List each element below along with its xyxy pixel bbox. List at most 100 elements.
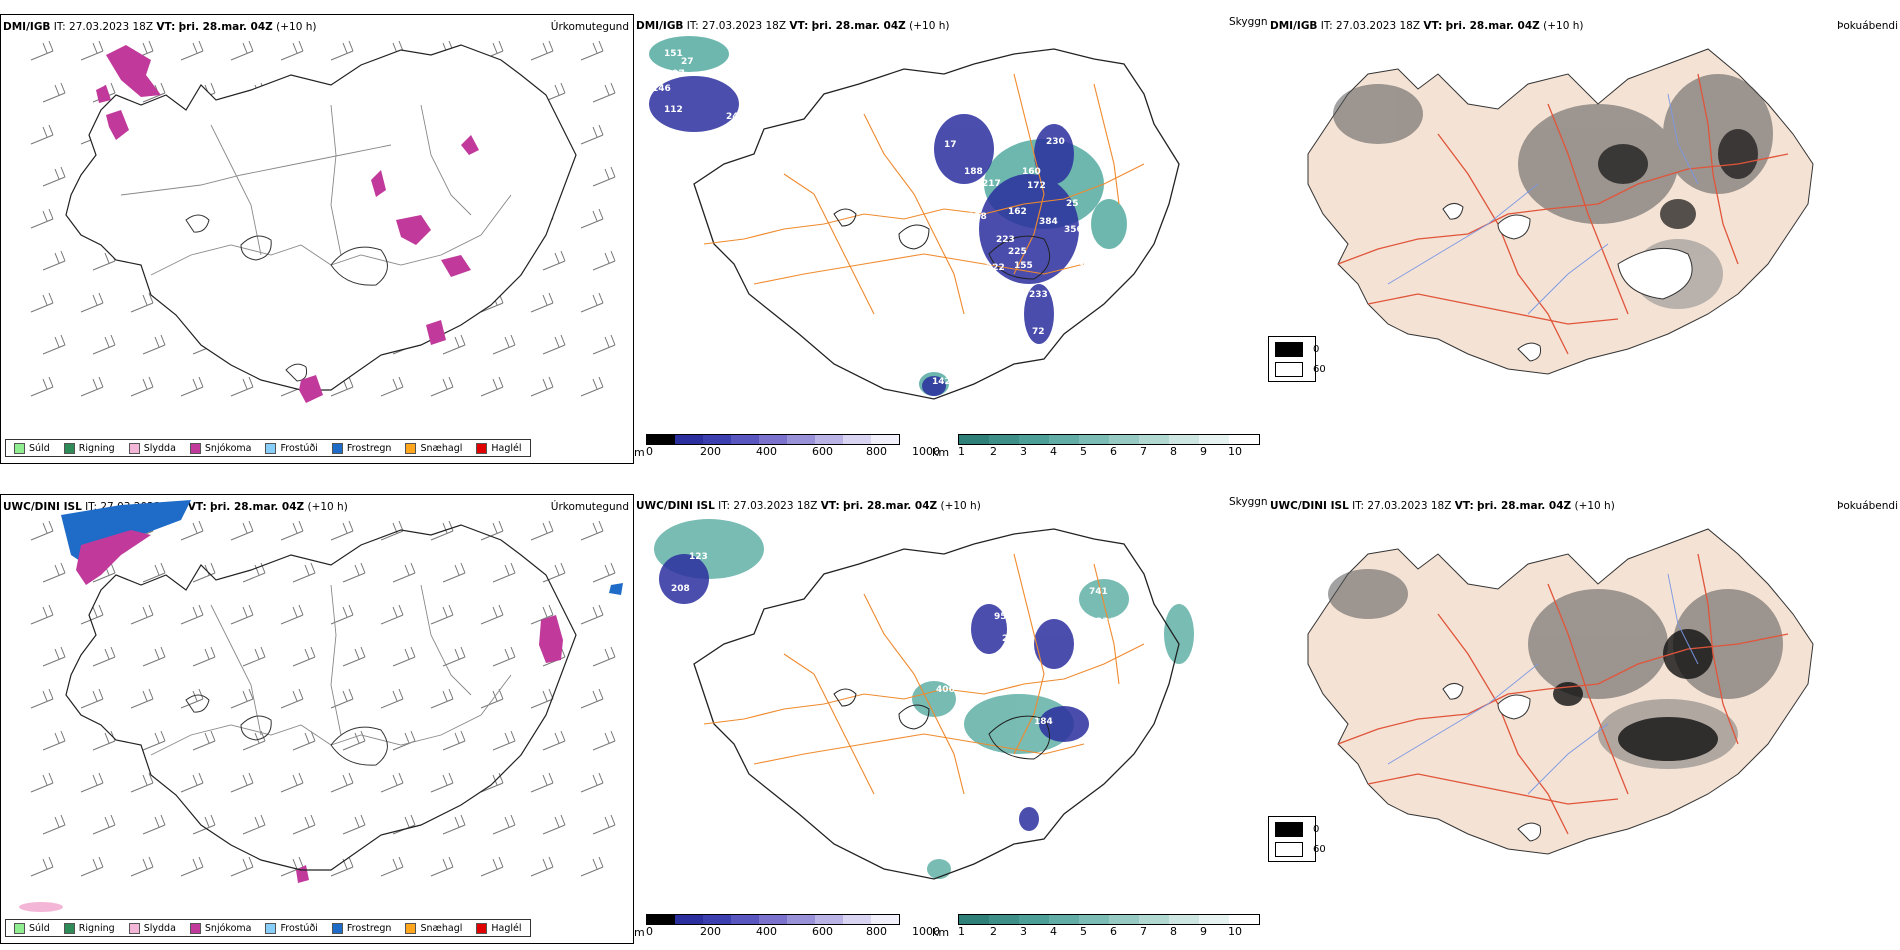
legend-label: Haglél <box>491 922 522 934</box>
wind-barb <box>280 772 304 793</box>
wind-barb <box>592 250 616 271</box>
fog-legend-label: 60 <box>1313 364 1326 375</box>
scale-tick: 2 <box>990 445 997 458</box>
wind-barb <box>530 520 554 541</box>
snow-areas <box>96 45 479 403</box>
legend-item: Snæhagl <box>405 442 462 454</box>
wind-barb <box>180 856 204 877</box>
ceiling-value-label: 217 <box>982 179 1001 189</box>
ceiling-value-label: 234 <box>1096 617 1115 627</box>
ceiling-blue <box>649 76 1079 396</box>
legend-label: Rigning <box>78 442 115 454</box>
scale-tick: 800 <box>866 445 887 458</box>
scale-tick: 9 <box>1200 445 1207 458</box>
wind-barb <box>542 562 566 583</box>
wind-barb <box>592 166 616 187</box>
scale-tick: 3 <box>1020 925 1027 938</box>
fog-panel-top: DMI/IGB IT: 27.03.2023 18Z VT: þri. 28.m… <box>1268 14 1900 464</box>
wind-barb <box>42 250 66 271</box>
panel-header: DMI/IGB IT: 27.03.2023 18Z VT: þri. 28.m… <box>636 20 949 32</box>
ceiling-value-label: 160 <box>1022 167 1041 177</box>
wind-barb <box>42 334 66 355</box>
fog-legend-label: 0 <box>1313 344 1320 355</box>
wind-barb <box>530 604 554 625</box>
wind-barb <box>142 730 166 751</box>
fog-panel-bottom: UWC/DINI ISL IT: 27.03.2023 18Z VT: þri.… <box>1268 494 1900 944</box>
valid-time-label: VT: <box>789 20 809 32</box>
legend-label: Súld <box>29 922 50 934</box>
legend-label: Snæhagl <box>420 922 463 934</box>
scale-tick: 1000 <box>912 445 940 458</box>
snow-areas <box>76 530 563 883</box>
glaciers <box>833 208 1051 280</box>
wind-barb <box>480 772 504 793</box>
legend-swatch <box>189 442 201 454</box>
wind-barb <box>380 604 404 625</box>
visibility-scale-bar: km 1 2 3 4 5 6 7 8 9 10 <box>932 914 1260 944</box>
wind-barb <box>230 688 254 709</box>
wind-barb <box>542 814 566 835</box>
legend-item: Rigning <box>63 922 115 934</box>
wind-barb <box>192 646 216 667</box>
ceiling-value-label: 233 <box>1029 290 1048 300</box>
scale-tick: 200 <box>700 445 721 458</box>
wind-barb <box>592 82 616 103</box>
ceiling-value-label: 142 <box>932 377 951 387</box>
ceiling-value-label: 146 <box>652 84 671 94</box>
legend-item: Haglél <box>476 442 522 454</box>
roads <box>703 553 1145 795</box>
wind-barb <box>92 646 116 667</box>
legend-label: Frostúði <box>280 442 318 454</box>
iceland-coastline <box>65 524 577 871</box>
scale-tick: 800 <box>866 925 887 938</box>
legend-item: Súld <box>14 442 50 454</box>
wind-barb <box>230 604 254 625</box>
precip-type-panel-top: DMI/IGB IT: 27.03.2023 18Z VT: þri. 28.m… <box>0 14 634 464</box>
legend-item: Frostregn <box>331 442 391 454</box>
wind-barb <box>430 856 454 877</box>
rivers <box>1387 93 1699 315</box>
wind-barb <box>242 814 266 835</box>
scale-tick: 0 <box>646 925 653 938</box>
wind-barb <box>30 604 54 625</box>
visibility-scale-bar: km 1 2 3 4 5 6 7 8 9 10 <box>932 434 1260 464</box>
init-time: 27.03.2023 18Z <box>1367 500 1452 512</box>
wind-barb <box>80 376 104 397</box>
wind-barb <box>330 772 354 793</box>
wind-barb <box>480 688 504 709</box>
ceiling-scale-bar: m 0 200 400 600 800 1000 <box>634 434 940 464</box>
wind-barb <box>30 772 54 793</box>
panel-header: DMI/IGB IT: 27.03.2023 18Z VT: þri. 28.m… <box>3 21 316 33</box>
panel-type-label: Úrkomutegund <box>550 21 629 33</box>
ceiling-value-label: 245 <box>726 112 745 122</box>
fog-legend-label: 0 <box>1313 824 1320 835</box>
cloud-map: 123 208 741 954 291 234 10 406 113 184 <box>654 519 1194 880</box>
wind-barb <box>542 334 566 355</box>
wind-barb <box>592 730 616 751</box>
glaciers <box>833 688 1051 760</box>
wind-barb <box>130 772 154 793</box>
wind-barb <box>330 856 354 877</box>
wind-barb <box>280 604 304 625</box>
wind-barb <box>180 772 204 793</box>
fog-legend-row: 60 <box>1275 842 1326 857</box>
fog-map <box>1307 528 1814 855</box>
wind-barb <box>280 520 304 541</box>
fog-legend-row: 60 <box>1275 362 1326 377</box>
wind-barb <box>442 562 466 583</box>
wind-barb <box>42 82 66 103</box>
wind-barb <box>480 520 504 541</box>
wind-barb <box>80 856 104 877</box>
wind-barb <box>480 376 504 397</box>
wind-barb <box>580 520 604 541</box>
wind-barb <box>580 376 604 397</box>
legend-item: Rigning <box>63 442 115 454</box>
wind-barb <box>180 520 204 541</box>
legend-item: Frostúði <box>265 442 318 454</box>
valid-time: þri. 28.mar. 04Z <box>1477 500 1572 512</box>
drizzle-area <box>19 902 63 912</box>
init-time-label: IT: <box>1352 500 1365 512</box>
wind-barb <box>192 730 216 751</box>
